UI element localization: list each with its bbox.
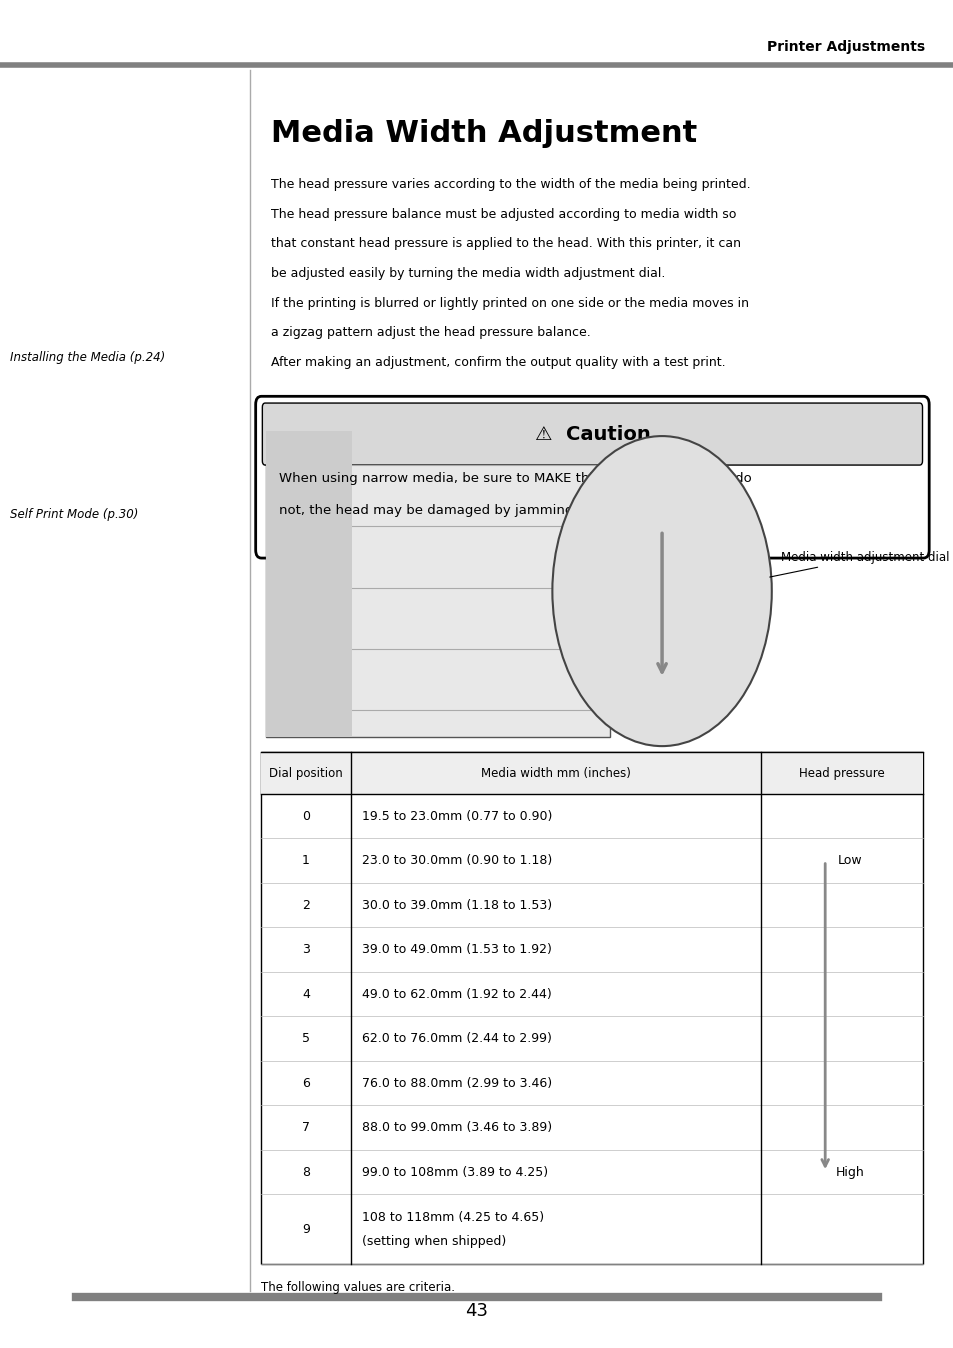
FancyBboxPatch shape — [255, 396, 928, 558]
Text: 108 to 118mm (4.25 to 4.65): 108 to 118mm (4.25 to 4.65) — [362, 1211, 544, 1224]
Text: not, the head may be damaged by jamming, etc.): not, the head may be damaged by jamming,… — [278, 504, 611, 518]
Text: The head pressure varies according to the width of the media being printed.: The head pressure varies according to th… — [271, 178, 750, 191]
Text: Self Print Mode (p.30): Self Print Mode (p.30) — [10, 508, 138, 522]
Text: 4: 4 — [302, 988, 310, 1000]
Text: 9: 9 — [302, 1223, 310, 1236]
Text: 23.0 to 30.0mm (0.90 to 1.18): 23.0 to 30.0mm (0.90 to 1.18) — [362, 855, 552, 867]
Text: 49.0 to 62.0mm (1.92 to 2.44): 49.0 to 62.0mm (1.92 to 2.44) — [362, 988, 552, 1000]
Text: 1: 1 — [302, 855, 310, 867]
Text: Media width mm (inches): Media width mm (inches) — [480, 767, 630, 779]
Text: 8: 8 — [302, 1166, 310, 1178]
Text: 39.0 to 49.0mm (1.53 to 1.92): 39.0 to 49.0mm (1.53 to 1.92) — [362, 944, 552, 956]
Text: Low: Low — [837, 855, 862, 867]
Text: be adjusted easily by turning the media width adjustment dial.: be adjusted easily by turning the media … — [271, 267, 664, 280]
Text: High: High — [835, 1166, 863, 1178]
Text: 7: 7 — [302, 1122, 310, 1134]
Text: 2: 2 — [302, 899, 310, 911]
Text: 99.0 to 108mm (3.89 to 4.25): 99.0 to 108mm (3.89 to 4.25) — [362, 1166, 548, 1178]
Text: (setting when shipped): (setting when shipped) — [362, 1236, 506, 1248]
Text: a zigzag pattern adjust the head pressure balance.: a zigzag pattern adjust the head pressur… — [271, 326, 590, 340]
Bar — [261, 752, 923, 1264]
Text: The following values are criteria.: The following values are criteria. — [261, 1281, 455, 1294]
Text: 6: 6 — [302, 1077, 310, 1089]
Text: 0: 0 — [302, 810, 310, 822]
Text: 30.0 to 39.0mm (1.18 to 1.53): 30.0 to 39.0mm (1.18 to 1.53) — [362, 899, 552, 911]
Text: 3: 3 — [302, 944, 310, 956]
Bar — [266, 431, 610, 737]
Text: 62.0 to 76.0mm (2.44 to 2.99): 62.0 to 76.0mm (2.44 to 2.99) — [362, 1033, 552, 1045]
Text: 19.5 to 23.0mm (0.77 to 0.90): 19.5 to 23.0mm (0.77 to 0.90) — [362, 810, 552, 822]
Text: Head pressure: Head pressure — [799, 767, 884, 779]
Text: that constant head pressure is applied to the head. With this printer, it can: that constant head pressure is applied t… — [271, 237, 740, 251]
Circle shape — [552, 437, 771, 745]
Text: The head pressure balance must be adjusted according to media width so: The head pressure balance must be adjust… — [271, 208, 736, 221]
Bar — [261, 752, 923, 794]
Text: Installing the Media (p.24): Installing the Media (p.24) — [10, 350, 165, 364]
Text: Media Width Adjustment: Media Width Adjustment — [271, 119, 697, 148]
Text: 43: 43 — [465, 1302, 488, 1320]
Text: ⚠  Caution: ⚠ Caution — [534, 425, 650, 443]
Text: Printer Adjustments: Printer Adjustments — [766, 40, 924, 54]
Text: After making an adjustment, confirm the output quality with a test print.: After making an adjustment, confirm the … — [271, 356, 725, 369]
Text: 76.0 to 88.0mm (2.99 to 3.46): 76.0 to 88.0mm (2.99 to 3.46) — [362, 1077, 552, 1089]
FancyBboxPatch shape — [262, 403, 922, 465]
Text: 5: 5 — [302, 1033, 310, 1045]
Text: 88.0 to 99.0mm (3.46 to 3.89): 88.0 to 99.0mm (3.46 to 3.89) — [362, 1122, 552, 1134]
Text: If the printing is blurred or lightly printed on one side or the media moves in: If the printing is blurred or lightly pr… — [271, 297, 748, 310]
Text: Media width adjustment dial: Media width adjustment dial — [769, 551, 949, 577]
Text: Dial position: Dial position — [269, 767, 342, 779]
Bar — [266, 431, 352, 737]
Text: When using narrow media, be sure to MAKE this adjustment. (If you do: When using narrow media, be sure to MAKE… — [278, 472, 751, 485]
